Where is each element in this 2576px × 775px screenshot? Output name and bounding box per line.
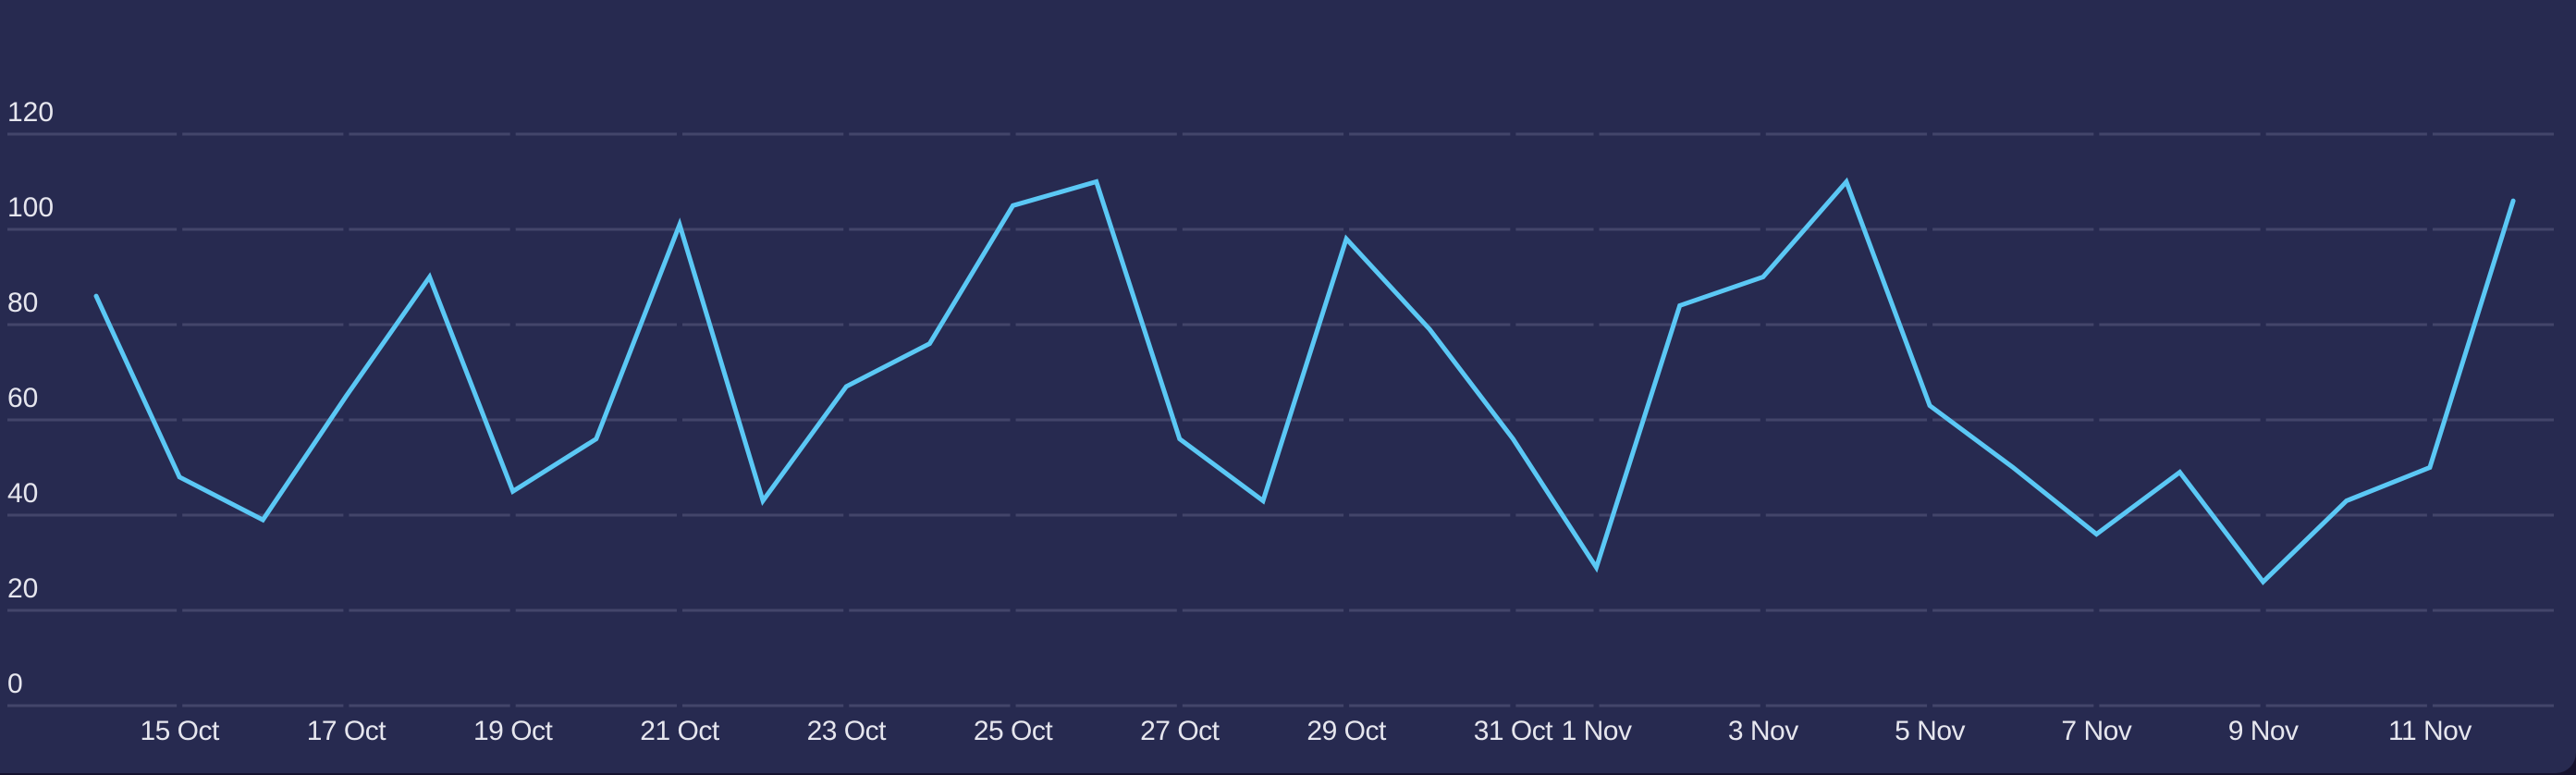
series-layer [93, 177, 2516, 585]
x-tick-label: 11 Nov [2388, 716, 2472, 746]
x-tick-label: 1 Nov [1562, 716, 1632, 746]
x-tick-label: 5 Nov [1895, 716, 1965, 746]
x-tick-label: 7 Nov [2061, 716, 2131, 746]
y-tick-label: 120 [7, 97, 54, 128]
x-tick-label: 23 Oct [807, 716, 888, 746]
y-tick-label: 0 [7, 669, 23, 699]
y-tick-label: 40 [7, 478, 38, 509]
y-axis-labels: 0 20 40 60 80 100 120 [7, 97, 54, 699]
x-tick-label: 17 Oct [307, 716, 387, 746]
x-axis-labels: 15 Oct 17 Oct 19 Oct 21 Oct 23 Oct 25 Oct 27 O… [140, 716, 2472, 746]
x-tick-label: 25 Oct [974, 716, 1054, 746]
x-tick-label: 9 Nov [2228, 716, 2299, 746]
x-tick-label: 31 Oct [1474, 716, 1554, 746]
series-line [93, 177, 2516, 585]
y-tick-label: 20 [7, 573, 38, 604]
x-tick-label: 3 Nov [1728, 716, 1798, 746]
y-tick-label: 80 [7, 288, 38, 318]
x-tick-label: 15 Oct [140, 716, 220, 746]
y-tick-label: 100 [7, 192, 54, 223]
x-tick-label: 29 Oct [1306, 716, 1387, 746]
x-tick-label: 19 Oct [473, 716, 554, 746]
x-tick-label: 27 Oct [1140, 716, 1221, 746]
gridlines [7, 132, 2554, 707]
x-tick-label: 21 Oct [640, 716, 720, 746]
y-tick-label: 60 [7, 383, 38, 413]
